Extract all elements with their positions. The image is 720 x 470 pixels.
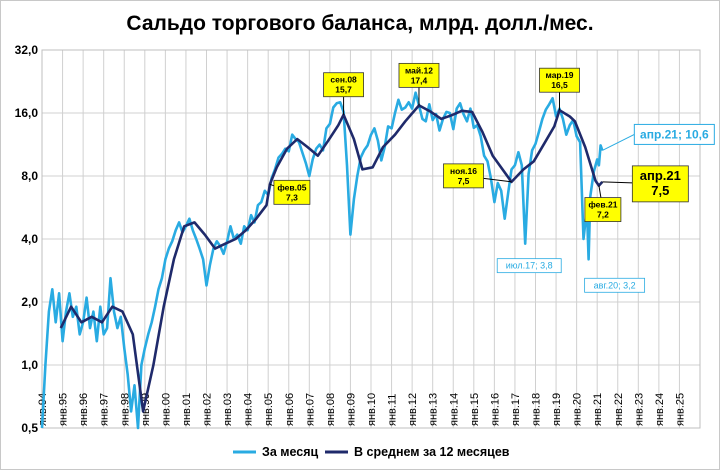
x-tick-label: янв.04 (243, 393, 255, 426)
x-tick-label: янв.20 (572, 393, 584, 426)
chart-title: Сальдо торгового баланса, млрд. долл./ме… (126, 12, 593, 35)
x-tick-label: янв.01 (181, 393, 193, 426)
y-tick-label: 2,0 (21, 295, 38, 309)
x-tick-label: янв.15 (469, 393, 481, 426)
x-tick-label: янв.25 (674, 393, 686, 426)
callout-text-mar19: 16,5 (551, 80, 568, 90)
y-tick-label: 16,0 (15, 106, 39, 120)
callout-text-nov16: 7,5 (458, 176, 470, 186)
y-tick-label: 32,0 (15, 43, 39, 57)
x-tick-label: янв.17 (510, 393, 522, 426)
x-tick-label: янв.22 (613, 393, 625, 426)
callout-text-aug20: авг.20; 3,2 (594, 280, 636, 290)
callout-text-feb05: фев.05 (277, 182, 306, 192)
callout-text-apr21avg: 7,5 (651, 183, 669, 198)
x-tick-label: янв.07 (304, 393, 316, 426)
x-tick-label: янв.23 (633, 393, 645, 426)
y-tick-label: 8,0 (21, 169, 38, 183)
x-tick-label: янв.14 (448, 393, 460, 426)
callout-box-aug20 (584, 277, 646, 293)
callout-box-apr21mon (633, 123, 715, 145)
grid (41, 49, 701, 429)
x-tick-label: янв.11 (387, 394, 399, 426)
series-line-average (59, 104, 604, 413)
series (40, 91, 604, 430)
y-tick-label: 1,0 (21, 358, 38, 372)
x-tick-label: янв.06 (284, 393, 296, 426)
callout-text-apr21avg: апр.21 (640, 168, 681, 183)
callout-text-feb21: 7,2 (597, 210, 609, 220)
callout-box-apr21avg (631, 165, 689, 203)
callout-text-may12: май.12 (405, 65, 433, 75)
callout-leader-apr21mon (602, 133, 635, 151)
x-tick-label: янв.18 (531, 393, 543, 426)
callout-text-sep08: 15,7 (335, 85, 352, 95)
callout-text-feb05: 7,3 (286, 192, 298, 202)
callout-box-sep08 (323, 72, 364, 98)
callout-box-jul17 (496, 258, 562, 274)
y-tick-label: 4,0 (21, 232, 38, 246)
x-tick-label: янв.21 (592, 393, 604, 426)
plot-border (41, 49, 701, 429)
callout-box-nov16 (443, 163, 484, 189)
x-tick-label: янв.13 (428, 393, 440, 426)
callout-text-jul17: июл.17; 3,8 (506, 261, 553, 271)
callout-text-mar19: мар.19 (546, 70, 574, 80)
series-line-monthly (40, 91, 604, 430)
x-tick-label: янв.12 (407, 393, 419, 426)
x-tick-label: янв.98 (119, 393, 131, 426)
callout-text-apr21mon: апр.21; 10,6 (640, 127, 709, 141)
x-tick-label: янв.10 (366, 393, 378, 426)
callout-text-may12: 17,4 (411, 75, 428, 85)
x-tick-label: янв.24 (654, 393, 666, 426)
x-tick-label: янв.96 (78, 393, 90, 426)
x-tick-label: янв.00 (160, 393, 172, 426)
x-tick-label: янв.16 (489, 393, 501, 426)
x-tick-label: янв.95 (58, 393, 70, 426)
x-tick-label: янв.02 (202, 393, 214, 426)
y-tick-label: 0,5 (21, 421, 38, 435)
x-tick-label: янв.05 (263, 393, 275, 426)
callout-box-feb21 (584, 197, 622, 222)
x-tick-label: янв.03 (222, 393, 234, 426)
callout-text-nov16: ноя.16 (450, 166, 477, 176)
callout-box-may12 (398, 62, 440, 88)
x-tick-label: янв.08 (325, 393, 337, 426)
callout-text-sep08: сен.08 (330, 75, 357, 85)
legend-label-average: В среднем за 12 месяцев (354, 445, 510, 459)
x-tick-label: янв.09 (345, 393, 357, 426)
legend-label-monthly: За месяц (262, 445, 319, 459)
callout-text-feb21: фев.21 (588, 200, 617, 210)
callout-box-mar19 (539, 67, 580, 93)
annotations: фев.057,3сен.0815,7май.1217,4ноя.167,5ма… (269, 62, 715, 293)
legend: За месяц В среднем за 12 месяцев (233, 445, 510, 459)
x-tick-label: янв.97 (99, 393, 111, 426)
callout-box-feb05 (273, 179, 311, 205)
x-tick-label: янв.19 (551, 393, 563, 426)
